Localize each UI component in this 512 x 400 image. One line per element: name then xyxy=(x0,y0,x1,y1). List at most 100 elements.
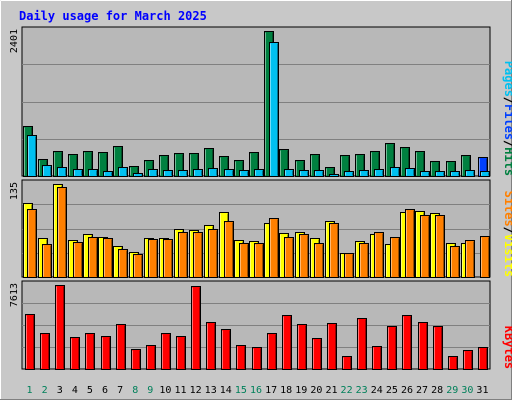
bar-pages-day-9 xyxy=(148,169,158,177)
bar-kbytes-day-18 xyxy=(282,315,292,370)
bar-pages-day-4 xyxy=(73,169,83,177)
day-label-16: 16 xyxy=(250,385,262,396)
bar-sites-day-23 xyxy=(359,243,369,278)
bar-pages-day-31 xyxy=(480,171,490,177)
bar-pages-day-6 xyxy=(103,171,113,177)
bar-pages-day-17 xyxy=(269,42,279,177)
bar-kbytes-day-29 xyxy=(448,356,458,370)
day-label-9: 9 xyxy=(147,385,153,396)
bar-pages-day-22 xyxy=(344,171,354,177)
bar-sites-day-31 xyxy=(480,236,490,278)
bar-sites-day-5 xyxy=(88,237,98,278)
bar-pages-day-13 xyxy=(208,168,218,177)
bar-sites-day-3 xyxy=(57,187,67,278)
bar-kbytes-day-16 xyxy=(252,347,262,370)
bar-sites-day-10 xyxy=(163,239,173,278)
series-kbytes xyxy=(25,285,488,370)
legend-separator: / xyxy=(502,97,512,104)
bar-pages-day-12 xyxy=(193,169,203,177)
bar-sites-day-15 xyxy=(239,243,249,278)
bar-sites-day-18 xyxy=(284,237,294,278)
bar-pages-day-27 xyxy=(420,171,430,177)
panel-visits-sites: 135 Sites/Visits xyxy=(9,179,512,278)
day-label-24: 24 xyxy=(371,385,383,396)
legend-label-visits: Visits xyxy=(502,234,512,277)
legend-separator: / xyxy=(502,140,512,147)
day-label-19: 19 xyxy=(295,385,307,396)
bar-pages-day-15 xyxy=(239,170,249,177)
bar-sites-day-12 xyxy=(193,232,203,278)
series-pages xyxy=(27,42,490,177)
bar-sites-day-21 xyxy=(329,223,339,278)
panel-legend: Pages/Files/Hits xyxy=(502,61,512,176)
day-label-6: 6 xyxy=(102,385,108,396)
bar-sites-day-4 xyxy=(73,242,83,278)
panel-kbytes: 7613 KBytes xyxy=(9,280,512,370)
day-label-2: 2 xyxy=(42,385,48,396)
bar-pages-day-30 xyxy=(465,170,475,177)
day-label-15: 15 xyxy=(235,385,247,396)
day-label-28: 28 xyxy=(431,385,443,396)
bar-kbytes-day-11 xyxy=(176,336,186,370)
bar-pages-day-20 xyxy=(314,170,324,177)
legend-label-sites: Sites xyxy=(502,191,512,227)
bar-sites-day-7 xyxy=(118,249,128,278)
chart-title: Daily usage for March 2025 xyxy=(19,9,207,23)
day-label-5: 5 xyxy=(87,385,93,396)
bar-pages-day-11 xyxy=(178,170,188,177)
day-label-12: 12 xyxy=(190,385,202,396)
bar-pages-day-3 xyxy=(57,167,67,177)
bar-pages-day-23 xyxy=(359,170,369,177)
bar-pages-day-25 xyxy=(390,167,400,177)
bar-kbytes-day-25 xyxy=(387,326,397,370)
bar-sites-day-8 xyxy=(133,254,143,278)
day-label-31: 31 xyxy=(476,385,488,396)
day-label-29: 29 xyxy=(446,385,458,396)
legend-label-pages: Pages xyxy=(502,61,512,97)
legend-label-hits: Hits xyxy=(502,147,512,176)
bar-sites-day-14 xyxy=(224,221,234,278)
bar-kbytes-day-23 xyxy=(357,318,367,370)
bar-pages-day-29 xyxy=(450,171,460,177)
panel-legend: KBytes xyxy=(502,326,512,369)
day-label-14: 14 xyxy=(220,385,232,396)
day-label-4: 4 xyxy=(72,385,78,396)
bar-pages-day-16 xyxy=(254,169,264,177)
bar-sites-day-9 xyxy=(148,239,158,278)
bar-sites-day-16 xyxy=(254,243,264,278)
bar-sites-day-19 xyxy=(299,234,309,278)
bar-kbytes-day-14 xyxy=(221,329,231,370)
bar-sites-day-24 xyxy=(374,232,384,278)
bar-kbytes-day-10 xyxy=(161,333,171,370)
bar-pages-day-5 xyxy=(88,169,98,177)
day-label-13: 13 xyxy=(205,385,217,396)
day-label-10: 10 xyxy=(159,385,171,396)
bar-kbytes-day-22 xyxy=(342,356,352,370)
panel-max-label: 7613 xyxy=(9,283,20,307)
day-label-20: 20 xyxy=(310,385,322,396)
bar-kbytes-day-15 xyxy=(236,345,246,370)
bar-kbytes-day-31 xyxy=(478,347,488,370)
bar-pages-day-26 xyxy=(405,168,415,177)
day-label-17: 17 xyxy=(265,385,277,396)
day-label-26: 26 xyxy=(401,385,413,396)
day-label-11: 11 xyxy=(174,385,186,396)
bar-kbytes-day-28 xyxy=(433,326,443,370)
panel-legend: Sites/Visits xyxy=(502,191,512,278)
bar-kbytes-day-12 xyxy=(191,286,201,370)
legend-label-kbytes: KBytes xyxy=(502,326,512,369)
bar-kbytes-day-24 xyxy=(372,346,382,370)
bar-pages-day-1 xyxy=(27,135,37,177)
day-label-21: 21 xyxy=(325,385,337,396)
series-sites xyxy=(27,187,490,278)
bar-sites-day-29 xyxy=(450,246,460,278)
legend-separator: / xyxy=(502,227,512,234)
bar-kbytes-day-2 xyxy=(40,333,50,370)
day-label-22: 22 xyxy=(341,385,353,396)
bar-pages-day-2 xyxy=(42,165,52,177)
bar-sites-day-25 xyxy=(390,237,400,278)
bar-kbytes-day-21 xyxy=(327,323,337,370)
bar-sites-day-22 xyxy=(344,253,354,278)
day-label-18: 18 xyxy=(280,385,292,396)
